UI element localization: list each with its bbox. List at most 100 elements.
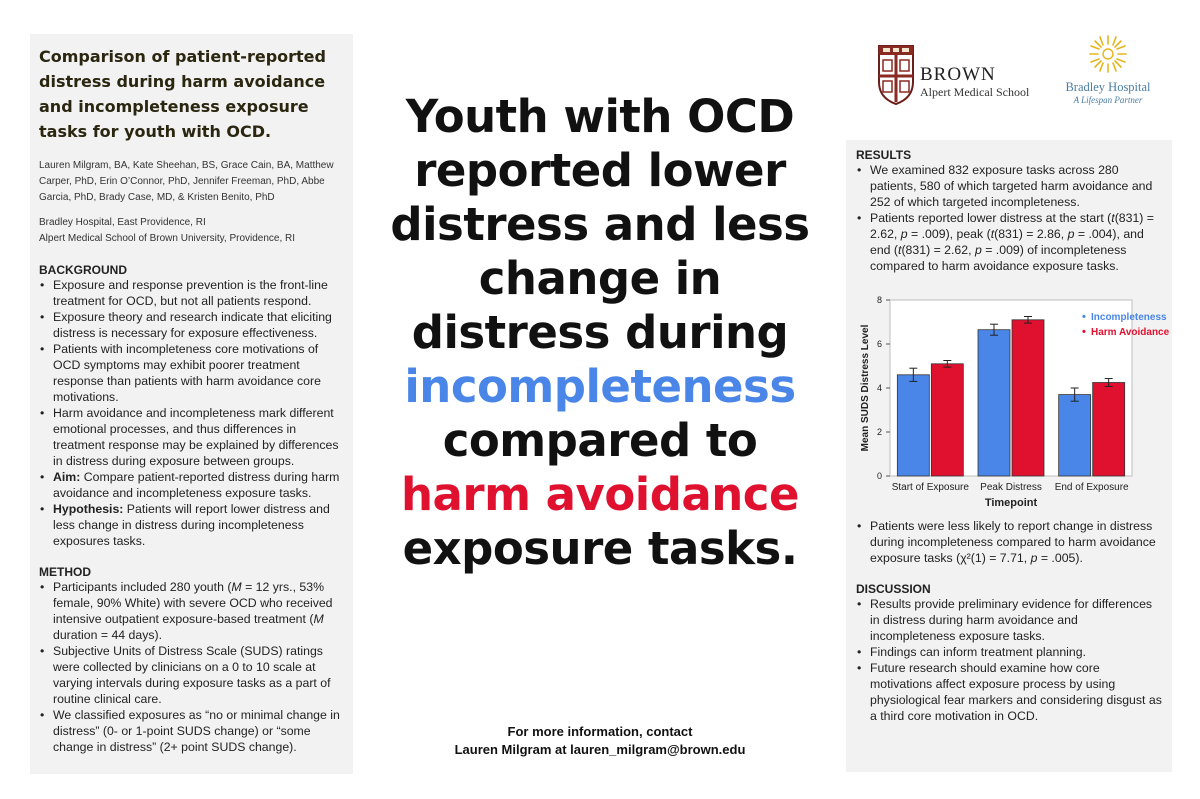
plot-area	[889, 299, 1133, 477]
bar-harm-avoidance	[1011, 319, 1045, 477]
brown-sub: Alpert Medical School	[920, 85, 1030, 99]
results-italic: t	[990, 227, 995, 241]
headline-line: distress during	[411, 306, 789, 359]
contact-info: For more information, contact Lauren Mil…	[390, 723, 810, 759]
affiliations: Bradley Hospital, East Providence, RI Al…	[39, 215, 345, 247]
discussion-heading: DISCUSSION	[856, 582, 931, 596]
results-text: (831) = 2.62,	[901, 243, 975, 257]
background-item: Exposure theory and research indicate th…	[39, 309, 345, 341]
headline-line: reported lower	[414, 144, 786, 197]
aim-text: Compare patient-reported distress during…	[53, 470, 340, 500]
hypothesis-text: Patients will report lower distress and …	[53, 502, 330, 548]
results-text: (831) = 2.86,	[994, 227, 1068, 241]
method-heading: METHOD	[39, 565, 91, 579]
results-item: Patients were less likely to report chan…	[856, 518, 1164, 566]
hypothesis-label: Hypothesis:	[53, 502, 124, 516]
results-italic: t	[1111, 211, 1115, 225]
right-column: RESULTS We examined 832 exposure tasks a…	[846, 140, 1172, 772]
contact-email[interactable]: Lauren Milgram at lauren_milgram@brown.e…	[454, 742, 746, 757]
method-item: Subjective Units of Distress Scale (SUDS…	[39, 643, 345, 707]
legend-label: Harm Avoidance	[1091, 327, 1170, 338]
bradley-sub: A Lifespan Partner	[1073, 95, 1143, 105]
bradley-logo: Bradley Hospital A Lifespan Partner	[1058, 34, 1158, 109]
x-axis-label: Timepoint	[985, 497, 1038, 509]
method-text: = 12 yrs., 53% female, 90% White) with s…	[53, 580, 333, 626]
aim-label: Aim:	[53, 470, 81, 484]
sun-icon	[1089, 35, 1127, 73]
headline-line: exposure tasks.	[402, 522, 798, 575]
results-item: Patients reported lower distress at the …	[856, 210, 1164, 274]
poster-title: Comparison of patient-reported distress …	[39, 47, 326, 141]
method-item: Participants included 280 youth (M = 12 …	[39, 579, 345, 643]
headline-incompleteness: incompleteness	[404, 360, 796, 413]
bar-harm-avoidance	[1092, 382, 1126, 477]
discussion-item: Findings can inform treatment planning.	[856, 644, 1164, 660]
method-italic: M	[231, 580, 242, 594]
method-text: duration = 44 days).	[53, 628, 163, 642]
aim-item: Aim: Compare patient-reported distress d…	[39, 469, 345, 501]
headline-line: compared to	[442, 414, 758, 467]
results-italic: p	[900, 227, 908, 241]
headline: Youth with OCD reported lower distress a…	[355, 90, 845, 576]
results-item: We examined 832 exposure tasks across 28…	[856, 162, 1164, 210]
y-tick-label: 8	[877, 295, 882, 305]
legend-marker: •	[1082, 311, 1086, 323]
headline-harm-avoidance: harm avoidance	[401, 468, 800, 521]
results-italic: p	[974, 243, 982, 257]
headline-block: Youth with OCD reported lower distress a…	[355, 90, 845, 576]
results-heading: RESULTS	[856, 148, 912, 162]
results-italic: p	[1030, 551, 1038, 565]
brown-shield-icon	[878, 45, 914, 106]
background-heading: BACKGROUND	[39, 263, 127, 277]
results-text: Patients reported lower distress at the …	[870, 211, 1112, 225]
background-item: Harm avoidance and incompleteness mark d…	[39, 405, 345, 469]
authors: Lauren Milgram, BA, Kate Sheehan, BS, Gr…	[39, 160, 334, 203]
x-tick-label: End of Exposure	[1055, 482, 1129, 493]
method-text: Participants included 280 youth (	[53, 580, 232, 594]
y-tick-label: 6	[877, 339, 882, 349]
method-italic: M	[313, 612, 324, 626]
y-axis-label: Mean SUDS Distress Level	[860, 324, 871, 451]
results-text: = .004), and end (	[870, 227, 1144, 257]
background-item: Patients with incompleteness core motiva…	[39, 341, 345, 405]
background-item: Exposure and response prevention is the …	[39, 277, 345, 309]
background-list: Exposure and response prevention is the …	[39, 277, 345, 549]
y-tick-label: 4	[877, 383, 882, 393]
results-text: = .009), peak (	[907, 227, 991, 241]
results-text: Patients were less likely to report chan…	[870, 519, 1156, 565]
headline-line: distress and less	[390, 198, 810, 251]
discussion-item: Future research should examine how core …	[856, 660, 1164, 724]
results-list-2: Patients were less likely to report chan…	[856, 518, 1164, 566]
brown-logo: BROWN Alpert Medical School	[877, 44, 1047, 106]
bradley-name: Bradley Hospital	[1065, 80, 1151, 94]
distress-chart: 0 2 4 6 8 Start of Exposure Peak Distress End o…	[846, 278, 1172, 514]
affiliation-2: Alpert Medical School of Brown Universit…	[39, 233, 296, 244]
contact-line-1: For more information, contact	[507, 724, 693, 739]
results-italic: t	[898, 243, 902, 257]
hypothesis-item: Hypothesis: Patients will report lower d…	[39, 501, 345, 549]
results-italic: p	[1067, 227, 1075, 241]
discussion-item: Results provide preliminary evidence for…	[856, 596, 1164, 644]
legend-label: Incompleteness	[1091, 312, 1167, 323]
results-text: (831) = 2.62,	[870, 211, 1154, 241]
results-text: = .005).	[1037, 551, 1083, 565]
method-item: We classified exposures as “no or minima…	[39, 707, 345, 755]
bar-incompleteness	[977, 329, 1011, 477]
brown-name: BROWN	[920, 64, 996, 85]
x-tick-label: Peak Distress	[980, 482, 1042, 493]
headline-line: Youth with OCD	[405, 90, 795, 143]
results-list: We examined 832 exposure tasks across 28…	[856, 162, 1164, 274]
bar-incompleteness	[896, 374, 930, 477]
bar-harm-avoidance	[930, 363, 964, 477]
y-tick-label: 0	[877, 471, 882, 481]
bar-chart: 0 2 4 6 8 Start of Exposure Peak Distress End o…	[860, 295, 1170, 509]
headline-line: change in	[478, 252, 722, 305]
bar-incompleteness	[1058, 394, 1092, 477]
affiliation-1: Bradley Hospital, East Providence, RI	[39, 217, 206, 228]
discussion-list: Results provide preliminary evidence for…	[856, 596, 1164, 724]
x-tick-label: Start of Exposure	[892, 482, 970, 493]
method-list: Participants included 280 youth (M = 12 …	[39, 579, 345, 755]
left-column: Comparison of patient-reported distress …	[30, 34, 353, 774]
results-text: = .009) of incompleteness compared to ha…	[870, 243, 1127, 273]
